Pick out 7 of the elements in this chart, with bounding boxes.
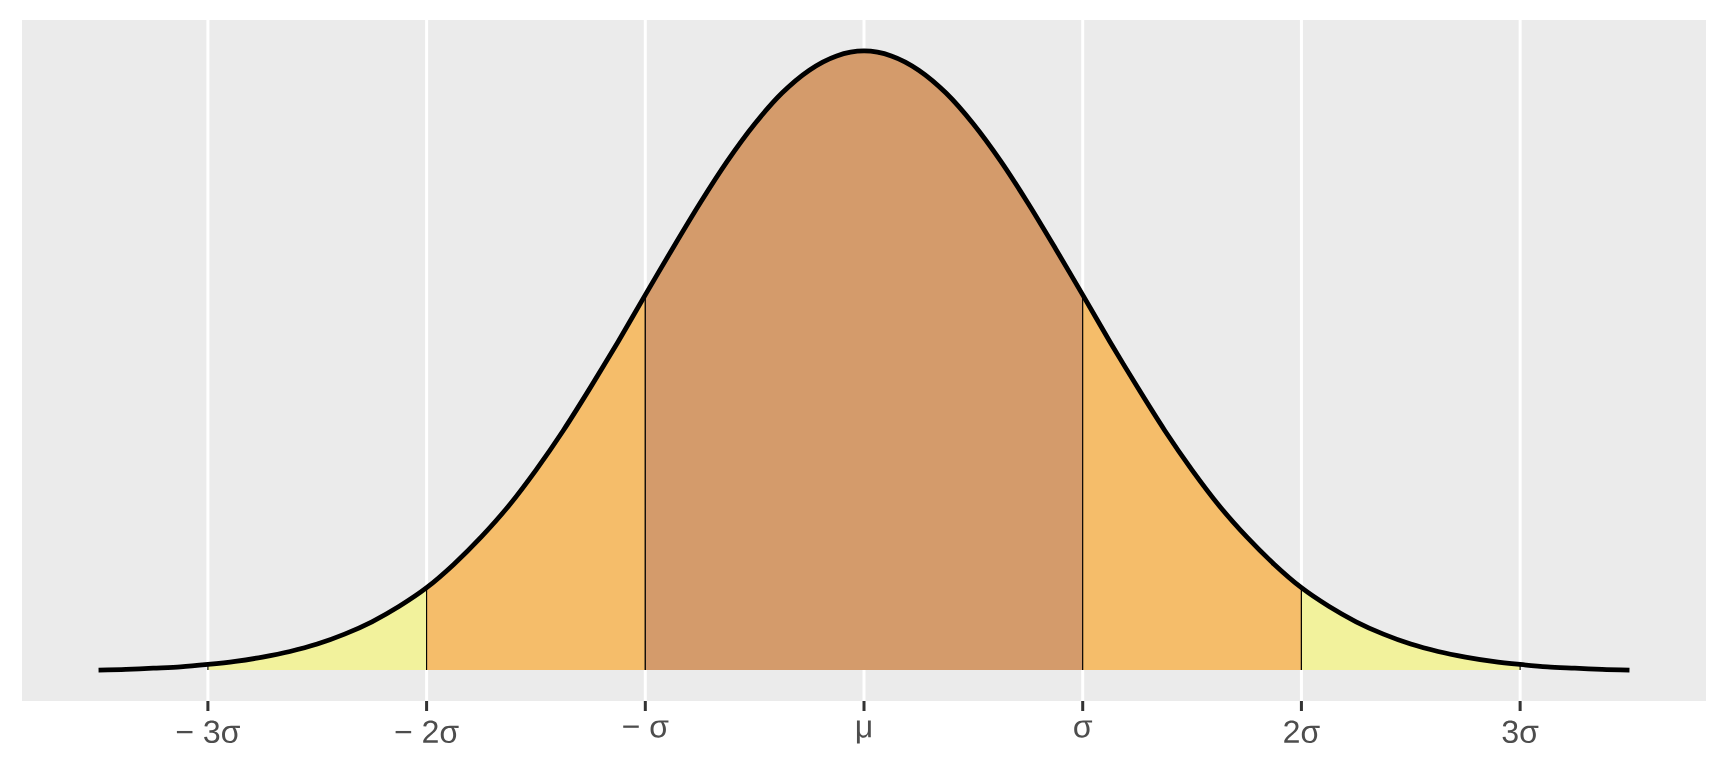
x-tick-label: 2σ [1284,720,1320,744]
x-tick-label: − 2σ [395,720,459,744]
x-tick-label: σ [1074,720,1093,738]
x-tick-label: − σ [623,720,669,738]
x-tick-label: − 3σ [176,720,240,744]
x-tick-label: 3σ [1502,720,1539,744]
x-tick-label: μ [856,720,871,744]
